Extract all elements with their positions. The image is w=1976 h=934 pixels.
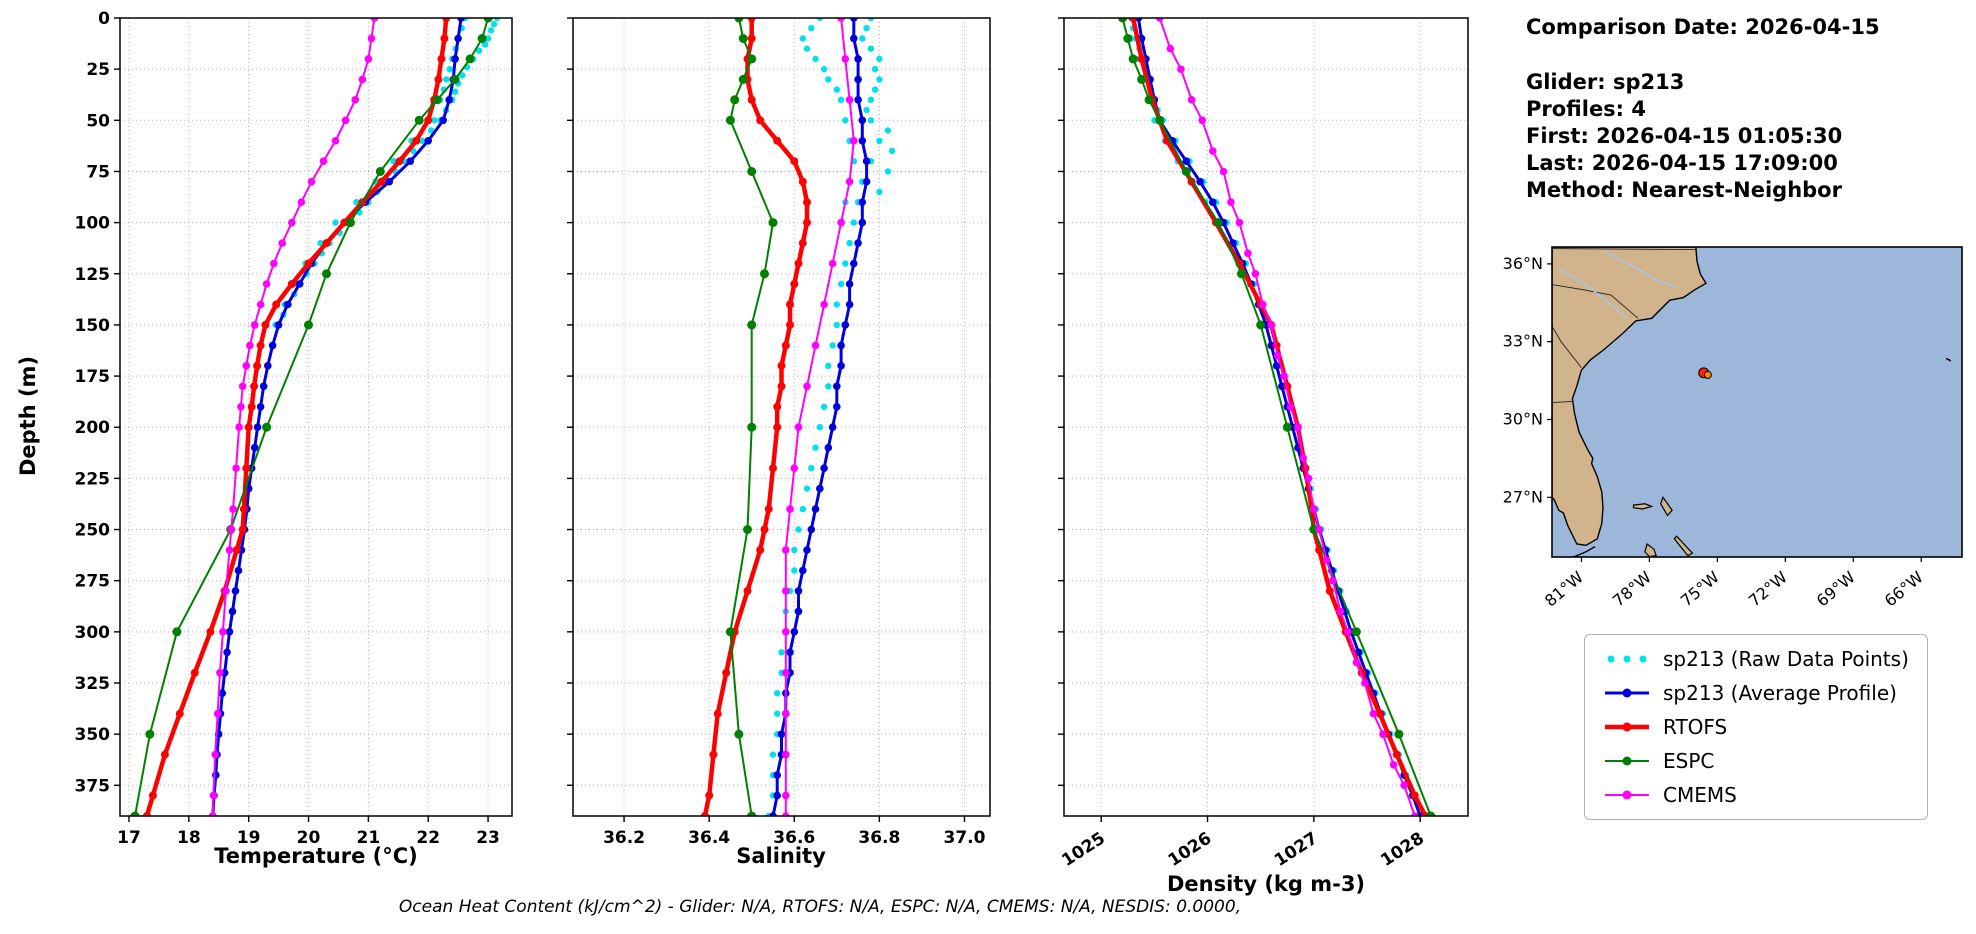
comparison-date: Comparison Date: 2026-04-15 (1526, 15, 1880, 39)
y-tick-label: 100 (75, 214, 111, 234)
legend-item-espc: ESPC (1603, 749, 1909, 773)
x-tick-label: 21 (357, 828, 381, 848)
plot-salinity: 36.2 36.4 36.6 36.8 37.0 (567, 17, 991, 848)
x-tick-label: 19 (237, 828, 261, 848)
river (1603, 250, 1677, 288)
y-tick-label: 75 (86, 162, 110, 182)
ocean-heat-content-note: Ocean Heat Content (kJ/cm^2) - Glider: N… (398, 897, 1242, 917)
state-border (1552, 284, 1639, 319)
island (1660, 496, 1673, 517)
y-tick-label: 0 (98, 9, 110, 29)
map-lon-label: 78°W (1609, 567, 1655, 610)
series-rtofs (700, 18, 811, 816)
x-tick-label: 36.2 (603, 828, 645, 848)
y-tick-label: 150 (75, 316, 111, 336)
y-tick-label: 225 (75, 469, 111, 489)
legend-item-rtofs: RTOFS (1603, 715, 1909, 739)
series-espc (1118, 18, 1436, 816)
island (1644, 542, 1658, 557)
x-tick-label: 36.4 (688, 828, 730, 848)
legend-label: CMEMS (1663, 783, 1737, 807)
y-tick-label: 25 (86, 60, 110, 80)
method: Method: Nearest-Neighbor (1526, 178, 1842, 202)
salinity-axis-label: Salinity (736, 844, 826, 868)
x-tick-label: 20 (297, 828, 321, 848)
plot-density: 1025 1026 1027 1028 (1058, 17, 1469, 871)
x-tick-label: 1025 (1058, 828, 1109, 871)
info-panel: Comparison Date: 2026-04-15 Glider: sp21… (1526, 14, 1880, 204)
series-cmems (209, 18, 379, 816)
series-espc (725, 18, 778, 816)
plot-temperature: 17 18 19 20 21 22 23 0 25 50 75 100 125 150 175 200 225 2… (75, 9, 513, 848)
map-lon-label: 69°W (1813, 567, 1859, 610)
legend-marker-icon (1605, 756, 1649, 766)
x-tick-label: 1027 (1271, 828, 1322, 871)
legend-label: ESPC (1663, 749, 1715, 773)
series-cmems (782, 18, 858, 816)
map-lon-label: 75°W (1677, 567, 1723, 610)
legend-label: RTOFS (1663, 715, 1728, 739)
y-tick-label: 300 (75, 623, 111, 643)
series-cmems (1155, 18, 1419, 816)
state-border (1552, 248, 1698, 251)
y-tick-label: 50 (86, 111, 110, 131)
last-profile-time: Last: 2026-04-15 17:09:00 (1526, 151, 1838, 175)
map-lat-label: 33°N (1503, 332, 1543, 351)
florida-keys (1569, 545, 1596, 557)
island (1632, 503, 1654, 510)
x-tick-label: 37.0 (943, 828, 985, 848)
map-lon-label: 81°W (1541, 567, 1587, 610)
temperature-axis-label: Temperature (°C) (214, 844, 418, 868)
island (1673, 535, 1694, 557)
legend-marker-icon (1605, 722, 1649, 732)
first-profile-time: First: 2026-04-15 01:05:30 (1526, 124, 1843, 148)
profiles-count: Profiles: 4 (1526, 97, 1647, 121)
glider-location-marker (1703, 370, 1712, 379)
x-tick-label: 36.6 (773, 828, 815, 848)
x-tick-label: 23 (476, 828, 500, 848)
x-tick-label: 22 (416, 828, 440, 848)
y-tick-label: 200 (75, 418, 111, 438)
legend-item-sp213-average-profile-: sp213 (Average Profile) (1603, 681, 1909, 705)
legend-marker-icon (1605, 688, 1649, 698)
x-tick-label: 18 (177, 828, 201, 848)
series-espc (130, 18, 493, 816)
y-tick-label: 125 (75, 265, 111, 285)
x-tick-label: 1028 (1377, 828, 1428, 871)
map-lon-label: 66°W (1881, 567, 1927, 610)
legend-label: sp213 (Raw Data Points) (1663, 647, 1909, 671)
y-tick-label: 275 (75, 572, 111, 592)
legend-marker-icon (1607, 655, 1647, 663)
river (1558, 268, 1628, 319)
y-tick-label: 325 (75, 674, 111, 694)
series-sp213-average (769, 18, 871, 816)
legend-item-cmems: CMEMS (1603, 783, 1909, 807)
legend-marker-icon (1605, 790, 1649, 800)
legend-label: sp213 (Average Profile) (1663, 681, 1897, 705)
island (1945, 357, 1952, 362)
x-tick-label: 17 (117, 828, 141, 848)
legend: sp213 (Raw Data Points) sp213 (Average Pr… (1584, 634, 1928, 820)
mainland (1552, 247, 1707, 547)
y-tick-label: 250 (75, 521, 111, 541)
y-tick-label: 375 (75, 776, 111, 796)
map-lat-label: 30°N (1503, 410, 1543, 429)
state-border (1552, 325, 1582, 368)
y-tick-label: 350 (75, 725, 111, 745)
series-rtofs (142, 18, 451, 816)
glider-id: Glider: sp213 (1526, 70, 1685, 94)
y-tick-label: 175 (75, 367, 111, 387)
map-lat-label: 36°N (1503, 254, 1543, 273)
density-axis-label: Density (kg m-3) (1166, 872, 1366, 896)
map-lon-label: 72°W (1745, 567, 1791, 610)
location-map: 81°W 78°W 75°W 72°W 69°W 66°W 36°N 33°N 30°N 27°N (1503, 246, 1963, 610)
x-tick-label: 36.8 (858, 828, 900, 848)
state-border (1552, 400, 1573, 404)
x-tick-label: 1026 (1165, 828, 1216, 871)
legend-item-sp213-raw-data-points-: sp213 (Raw Data Points) (1603, 647, 1909, 671)
map-lat-label: 27°N (1503, 487, 1543, 506)
depth-axis-label: Depth (m) (16, 355, 40, 477)
